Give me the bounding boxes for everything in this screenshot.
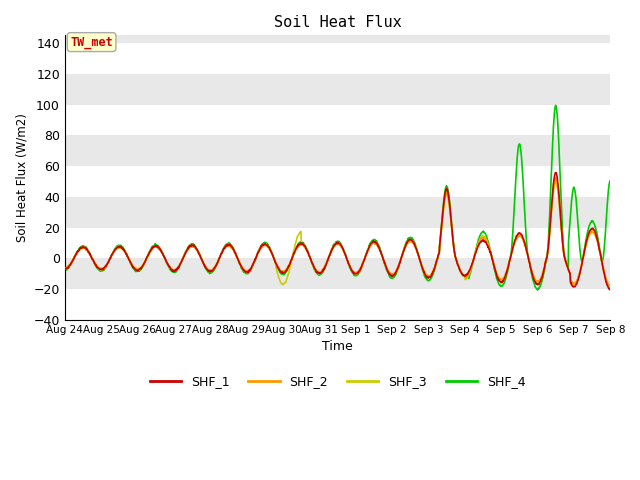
SHF_3 bbox=[169, 268, 177, 274]
Line: SHF_2: SHF_2 bbox=[65, 178, 611, 286]
SHF_3 bbox=[422, 272, 430, 278]
Bar bbox=[65, 258, 611, 289]
Bar bbox=[65, 74, 611, 105]
Bar bbox=[65, 197, 611, 228]
SHF_3 bbox=[493, 273, 501, 279]
Line: SHF_3: SHF_3 bbox=[65, 182, 611, 288]
SHF_1 bbox=[493, 275, 501, 280]
SHF_2 bbox=[182, 249, 190, 255]
Bar bbox=[65, 289, 611, 320]
Bar bbox=[65, 166, 611, 197]
SHF_3 bbox=[552, 179, 559, 185]
SHF_1 bbox=[61, 266, 68, 272]
SHF_1 bbox=[552, 170, 559, 176]
SHF_3 bbox=[605, 286, 613, 291]
SHF_4 bbox=[61, 268, 68, 274]
SHF_4 bbox=[552, 103, 559, 108]
SHF_1 bbox=[169, 268, 177, 274]
SHF_3 bbox=[61, 266, 68, 272]
SHF_1 bbox=[541, 260, 549, 265]
SHF_2 bbox=[607, 283, 614, 288]
SHF_1 bbox=[607, 287, 614, 293]
SHF_4 bbox=[182, 248, 190, 254]
X-axis label: Time: Time bbox=[322, 340, 353, 353]
SHF_4 bbox=[542, 260, 550, 266]
SHF_3 bbox=[607, 285, 614, 290]
Line: SHF_4: SHF_4 bbox=[65, 106, 611, 290]
SHF_2 bbox=[422, 271, 430, 277]
SHF_1 bbox=[422, 273, 430, 279]
Line: SHF_1: SHF_1 bbox=[65, 173, 611, 290]
Bar bbox=[65, 105, 611, 135]
SHF_1 bbox=[182, 249, 190, 255]
SHF_3 bbox=[541, 259, 549, 264]
SHF_2 bbox=[541, 259, 549, 265]
SHF_2 bbox=[61, 265, 68, 271]
Y-axis label: Soil Heat Flux (W/m2): Soil Heat Flux (W/m2) bbox=[15, 113, 28, 242]
SHF_2 bbox=[552, 175, 559, 180]
SHF_2 bbox=[605, 283, 613, 288]
SHF_4 bbox=[493, 277, 501, 283]
Bar bbox=[65, 135, 611, 166]
SHF_4 bbox=[607, 178, 614, 183]
SHF_3 bbox=[182, 249, 190, 254]
SHF_4 bbox=[169, 269, 177, 275]
Bar bbox=[65, 43, 611, 74]
SHF_1 bbox=[243, 269, 251, 275]
SHF_2 bbox=[169, 267, 177, 273]
Text: TW_met: TW_met bbox=[70, 36, 113, 48]
SHF_4 bbox=[422, 275, 430, 281]
SHF_1 bbox=[606, 287, 614, 293]
Bar bbox=[65, 228, 611, 258]
SHF_2 bbox=[243, 267, 251, 273]
SHF_4 bbox=[534, 287, 541, 293]
SHF_2 bbox=[493, 271, 501, 277]
Legend: SHF_1, SHF_2, SHF_3, SHF_4: SHF_1, SHF_2, SHF_3, SHF_4 bbox=[145, 370, 531, 393]
SHF_4 bbox=[243, 270, 251, 276]
SHF_3 bbox=[243, 269, 251, 275]
Title: Soil Heat Flux: Soil Heat Flux bbox=[274, 15, 401, 30]
